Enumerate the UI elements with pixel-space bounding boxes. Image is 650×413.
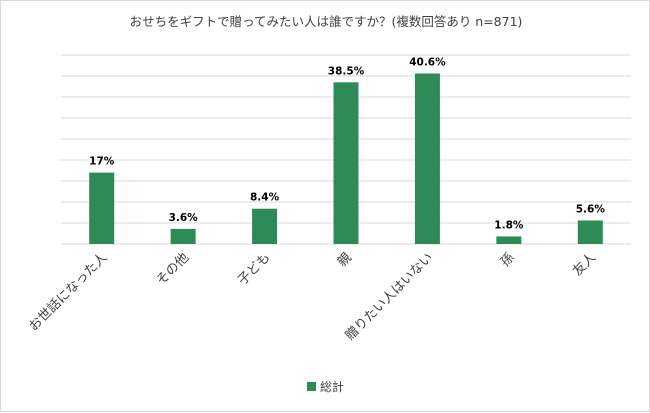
- bar: [496, 236, 522, 244]
- data-label: 1.8%: [494, 219, 524, 231]
- data-label: 3.6%: [169, 212, 199, 224]
- bar: [577, 220, 603, 244]
- bar: [170, 228, 196, 244]
- bars: [89, 73, 603, 244]
- tick-label: その他: [154, 250, 192, 288]
- tick-label: 友人: [569, 250, 599, 280]
- data-label: 5.6%: [576, 203, 606, 215]
- data-label: 38.5%: [328, 65, 365, 77]
- legend-label: 総計: [320, 379, 344, 394]
- data-labels: 17% 3.6% 8.4% 38.5% 40.6% 1.8% 5.6%: [89, 56, 605, 231]
- data-label: 17%: [89, 156, 115, 168]
- data-label: 8.4%: [250, 192, 280, 204]
- tick-label: 親: [335, 250, 355, 270]
- tick-label: 子ども: [235, 250, 273, 288]
- bar: [333, 82, 359, 244]
- legend-swatch: [307, 382, 316, 391]
- bar: [414, 73, 440, 244]
- tick-label: 孫: [498, 250, 518, 270]
- chart-title: おせちをギフトで贈ってみたい人は誰ですか？(複数回答あり n=871): [130, 14, 523, 29]
- tick-label: お世話になった人: [26, 250, 111, 335]
- legend: 総計: [307, 379, 344, 394]
- bar: [89, 172, 115, 244]
- tick-label: 贈りたい人はいない: [342, 250, 436, 344]
- data-label: 40.6%: [409, 56, 446, 68]
- bar: [252, 208, 278, 244]
